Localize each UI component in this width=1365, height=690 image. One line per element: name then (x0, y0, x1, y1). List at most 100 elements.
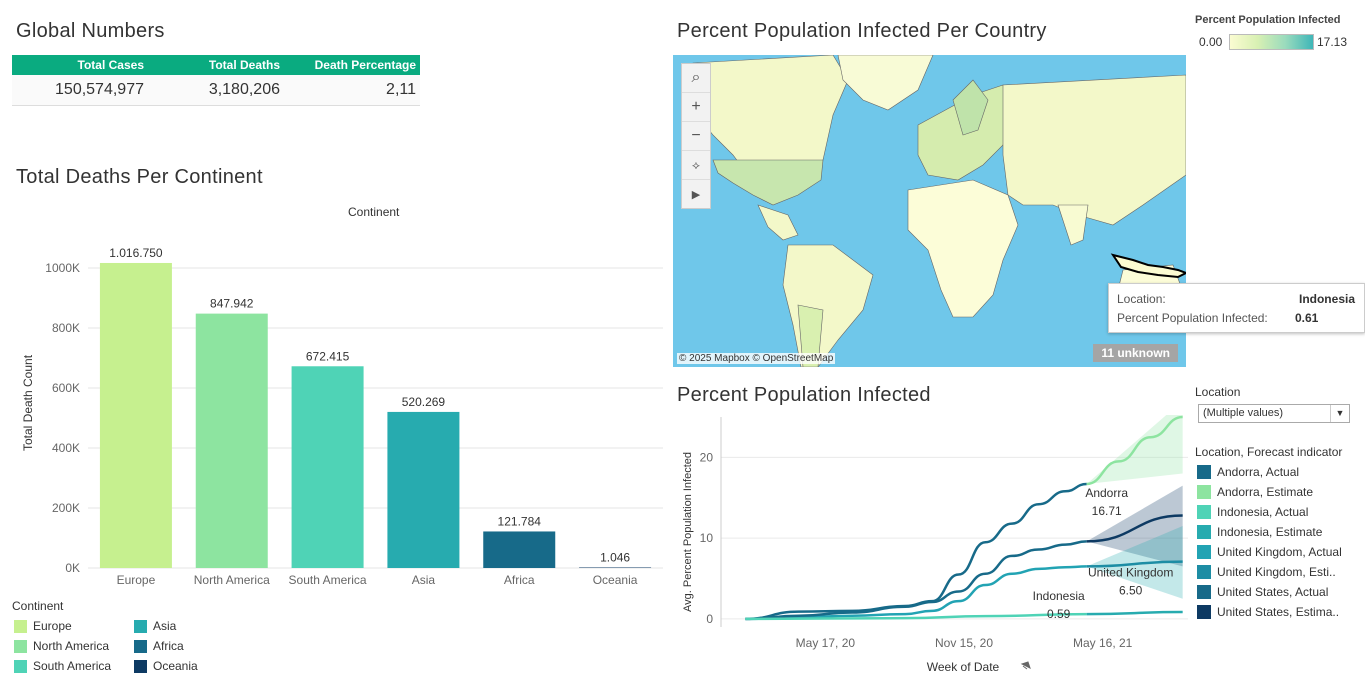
bar-europe[interactable] (99, 262, 172, 568)
asia-shape (1002, 74, 1186, 226)
infected-chart-title: Percent Population Infected (677, 384, 931, 406)
map-toolbar: ⌕ + − ⟡ ▶ (681, 63, 711, 209)
map-legend-gradient[interactable] (1229, 34, 1314, 50)
bar-north-america[interactable] (195, 313, 268, 568)
legend-swatch (14, 619, 27, 633)
legend-swatch (134, 619, 147, 633)
annotation-united-kingdom-value: 6.50 (1119, 583, 1143, 597)
legend-item-south-america[interactable]: South America (14, 659, 111, 673)
zoom-out-icon[interactable]: − (682, 122, 710, 151)
x-tick-label: North America (194, 573, 270, 587)
annotation-andorra-value: 16.71 (1092, 504, 1122, 518)
map-tooltip: Location: Indonesia Percent Population I… (1108, 283, 1365, 333)
forecast-legend-title: Location, Forecast indicator (1195, 445, 1343, 459)
legend-item-asia[interactable]: Asia (134, 619, 176, 633)
annotation-united-kingdom-name: United Kingdom (1088, 565, 1173, 579)
map-unknown-badge[interactable]: 11 unknown (1093, 344, 1178, 362)
forecast-legend-item[interactable]: Andorra, Actual (1197, 465, 1299, 479)
tooltip-location-label: Location: (1117, 292, 1166, 306)
legend-item-oceania[interactable]: Oceania (134, 659, 198, 673)
series-line-united-kingdom-esti-[interactable] (1086, 560, 1183, 568)
forecast-legend-item[interactable]: United States, Estima.. (1197, 605, 1339, 619)
legend-label: Oceania (153, 659, 198, 673)
bar-value-label: 1.016.750 (109, 246, 163, 260)
map-credit[interactable]: © 2025 Mapbox © OpenStreetMap (677, 353, 836, 364)
y-axis-label: Total Death Count (21, 354, 35, 451)
forecast-legend-item[interactable]: United Kingdom, Actual (1197, 545, 1342, 559)
infected-line-chart[interactable]: 0 10 20 May 17, 20 Nov 15, 20 May 16, 21 Week … (673, 415, 1193, 687)
south-america-shape (782, 244, 874, 367)
bar-asia[interactable] (387, 411, 460, 568)
legend-label: United States, Estima.. (1217, 605, 1340, 619)
forecast-legend-item[interactable]: Indonesia, Actual (1197, 505, 1308, 519)
map-legend-max: 17.13 (1317, 35, 1348, 49)
map-legend-min: 0.00 (1199, 35, 1223, 49)
x-tick-label: May 17, 20 (796, 636, 856, 650)
central-america-shape (757, 204, 799, 241)
legend-item-north-america[interactable]: North America (14, 639, 109, 653)
y-tick-label: 0 (706, 612, 713, 626)
zoom-in-icon[interactable]: + (682, 93, 710, 122)
value-total-deaths[interactable]: 3,180,206 (208, 81, 280, 98)
legend-label: Indonesia, Estimate (1217, 525, 1323, 539)
bar-value-label: 121.784 (498, 514, 542, 528)
y-tick-label: 200K (52, 501, 80, 515)
chevron-down-icon[interactable]: ▼ (1330, 405, 1349, 422)
series-line-indonesia-actual[interactable] (745, 612, 1087, 621)
global-numbers-header: Total Cases Total Deaths Death Percentag… (12, 55, 420, 75)
forecast-legend-item[interactable]: United Kingdom, Esti.. (1197, 565, 1336, 579)
legend-swatch (134, 639, 147, 653)
y-tick-label: 20 (700, 450, 714, 464)
x-axis-label: Week of Date (927, 660, 1000, 674)
series-line-united-kingdom-actual[interactable] (745, 565, 1087, 621)
legend-label: Andorra, Actual (1217, 465, 1300, 479)
africa-shape (907, 179, 1019, 318)
series-line-united-states-estima-[interactable] (1086, 514, 1183, 543)
united-kingdom-forecast-band (1086, 526, 1183, 599)
series-line-indonesia-estimate[interactable] (1086, 610, 1183, 616)
y-tick-label: 800K (52, 321, 80, 335)
legend-label: Asia (153, 619, 177, 633)
legend-swatch (1197, 565, 1211, 579)
series-line-united-states-actual[interactable] (745, 540, 1087, 621)
bar-south-america[interactable] (291, 366, 364, 568)
legend-label: Indonesia, Actual (1217, 505, 1309, 519)
search-icon[interactable]: ⌕ (682, 64, 710, 93)
pin-icon[interactable] (1020, 661, 1031, 670)
annotation-indonesia-value: 0.59 (1047, 607, 1071, 621)
greenland-shape (837, 55, 934, 111)
legend-label: United Kingdom, Esti.. (1217, 565, 1336, 579)
legend-item-africa[interactable]: Africa (134, 639, 184, 653)
usa-shape (712, 159, 824, 206)
series-line-andorra-actual[interactable] (745, 482, 1087, 621)
deaths-bar-chart[interactable]: 0K 200K 400K 600K 800K 1000K Total Death Count… (0, 220, 670, 595)
bar-oceania[interactable] (579, 567, 652, 569)
legend-swatch (1197, 485, 1211, 499)
y-tick-label: 600K (52, 381, 80, 395)
forecast-legend-item[interactable]: United States, Actual (1197, 585, 1328, 599)
legend-swatch (14, 639, 27, 653)
pin-clear-icon[interactable]: ⟡ (682, 151, 710, 180)
legend-item-europe[interactable]: Europe (14, 619, 72, 633)
x-tick-label: Nov 15, 20 (935, 636, 993, 650)
value-total-cases[interactable]: 150,574,977 (55, 81, 144, 98)
location-filter-dropdown[interactable]: (Multiple values) ▼ (1198, 404, 1350, 423)
value-death-percentage[interactable]: 2,11 (386, 81, 416, 98)
bar-africa[interactable] (483, 531, 556, 568)
india-shape (1057, 204, 1089, 246)
play-icon[interactable]: ▶ (691, 188, 701, 201)
forecast-legend-item[interactable]: Andorra, Estimate (1197, 485, 1313, 499)
tooltip-metric-label: Percent Population Infected: (1117, 311, 1268, 325)
legend-swatch (1197, 505, 1211, 519)
continent-legend-title: Continent (12, 599, 64, 613)
annotation-indonesia-name: Indonesia (1033, 589, 1085, 603)
legend-label: Africa (153, 639, 184, 653)
bar-value-label: 520.269 (402, 395, 446, 409)
world-map[interactable]: ⌕ + − ⟡ ▶ © 2025 Mapbox © OpenStreetMap … (673, 55, 1186, 367)
x-tick-label: South America (289, 573, 367, 587)
scandinavia-shape (952, 79, 989, 136)
global-numbers-row[interactable]: 150,574,977 3,180,206 2,11 (12, 75, 420, 106)
legend-swatch (1197, 525, 1211, 539)
forecast-legend-item[interactable]: Indonesia, Estimate (1197, 525, 1322, 539)
series-line-andorra-estimate[interactable] (1086, 415, 1183, 486)
